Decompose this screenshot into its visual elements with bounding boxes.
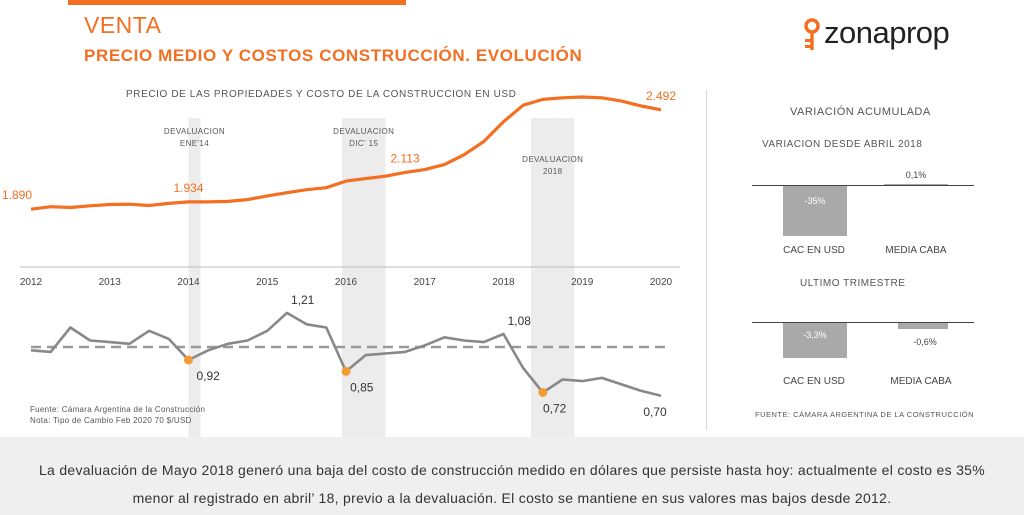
price-data-label: 1.934 (173, 181, 203, 195)
price-data-label: 1.890 (2, 188, 32, 202)
cost-data-label: 1,21 (291, 293, 315, 307)
key-icon (804, 18, 820, 50)
bar-chart-2-baseline (752, 322, 974, 323)
bar-1-value-label-cac: -35% (804, 196, 826, 206)
bar-1-category-media: MEDIA CABA (885, 245, 947, 256)
cost-min-marker (184, 355, 193, 365)
footer-text: La devaluación de Mayo 2018 generó una b… (0, 456, 1024, 512)
x-tick-label: 2013 (99, 277, 122, 288)
top-accent-bar (68, 0, 406, 5)
vertical-divider (706, 90, 707, 430)
x-tick-label: 2015 (256, 277, 279, 288)
x-tick-label: 2012 (20, 277, 43, 288)
bar-1-media (884, 184, 948, 185)
devaluation-label: 2018 (543, 167, 563, 176)
devaluation-label: DIC' 15 (349, 139, 378, 148)
devaluation-label: DEVALUACION (522, 155, 583, 164)
x-tick-label: 2020 (650, 277, 673, 288)
page-subtitle: PRECIO MEDIO Y COSTOS CONSTRUCCIÓN. EVOL… (84, 46, 583, 65)
bar-2-value-label-media: -0,6% (913, 337, 937, 347)
line-charts: DEVALUACION ENE'14 DEVALUACION DIC' 15 DEVAL… (2, 89, 680, 437)
devaluation-label: DEVALUACION (164, 127, 225, 136)
bar-1-cac (783, 186, 847, 236)
cost-data-label: 0,92 (197, 369, 221, 383)
price-data-label: 2.492 (646, 89, 676, 103)
cost-min-marker (341, 366, 351, 376)
bar-2-media (898, 323, 948, 330)
x-tick-label: 2016 (335, 277, 358, 288)
bar-1-category-cac: CAC EN USD (783, 245, 845, 256)
footer-line-2: menor al registrado en abril’ 18, previo… (132, 490, 892, 506)
x-tick-label: 2019 (571, 277, 594, 288)
bar-1-value-label-media: 0,1% (905, 170, 927, 180)
cost-data-label: 0,85 (350, 380, 374, 394)
cost-data-label: 0,70 (643, 405, 667, 419)
bar-chart-1-title: VARIACION DESDE ABRIL 2018 (762, 139, 923, 150)
chart-source: Fuente: Cámara Argentina de la Construcc… (30, 405, 206, 414)
footer-band: La devaluación de Mayo 2018 generó una b… (0, 437, 1024, 515)
chart-title: PRECIO DE LAS PROPIEDADES Y COSTO DE LA … (126, 89, 517, 100)
chart-note: Nota: Tipo de Cambio Feb 2020 70 $/USD (30, 416, 192, 425)
bar-chart-1-baseline (752, 185, 974, 186)
x-tick-label: 2014 (177, 277, 200, 288)
right-panel-title: VARIACIÓN ACUMULADA (790, 106, 931, 118)
devaluation-band (342, 118, 386, 437)
x-tick-label: 2017 (414, 277, 437, 288)
brand-name: zonaprop (824, 15, 950, 50)
devaluation-label: DEVALUACION (333, 127, 394, 136)
bar-chart-2-title: ULTIMO TRIMESTRE (800, 278, 906, 289)
right-panel-source: FUENTE: CÁMARA ARGENTINA DE LA CONSTRUCC… (755, 410, 975, 419)
bar-2-value-label-cac: -3,3% (803, 330, 827, 340)
bar-2-category-media: MEDIA CABA (890, 376, 952, 387)
page-title: VENTA (84, 12, 162, 38)
footer-line-1: La devaluación de Mayo 2018 generó una b… (38, 462, 986, 478)
bar-2-category-cac: CAC EN USD (783, 376, 845, 387)
bar-2-cac (783, 323, 847, 358)
cost-data-label: 1,08 (508, 314, 532, 328)
cost-data-label: 0,72 (543, 402, 567, 416)
devaluation-label: ENE'14 (180, 139, 209, 148)
brand-logo[interactable]: zonaprop (802, 14, 1002, 54)
cost-min-marker (538, 388, 548, 397)
devaluation-band (531, 118, 575, 437)
x-tick-label: 2018 (492, 277, 515, 288)
price-data-label: 2.113 (390, 151, 419, 165)
